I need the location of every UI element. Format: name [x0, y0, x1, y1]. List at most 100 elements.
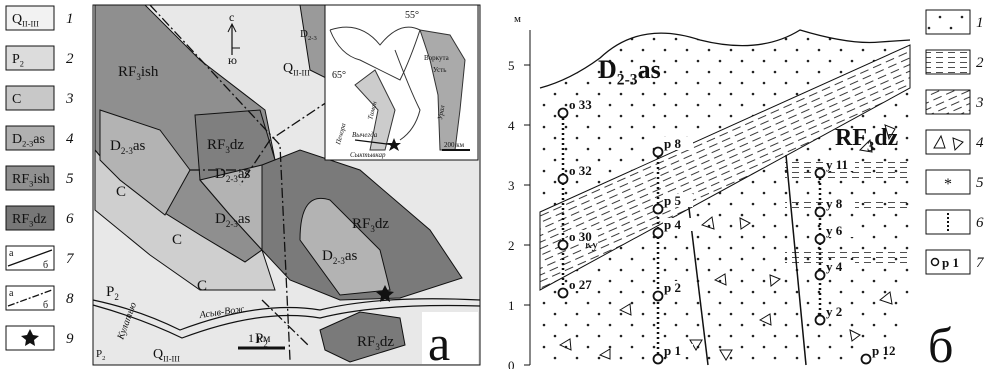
label-part: 2-3: [121, 146, 133, 156]
inset-label: 55°: [405, 10, 419, 21]
sample-label: у 4: [826, 259, 843, 274]
sample-point: [862, 355, 871, 364]
scale-label: 1 км: [248, 331, 271, 345]
label-part: Q: [153, 347, 163, 362]
label-part: Q: [12, 12, 22, 27]
label-part: dz: [380, 334, 395, 350]
sample-label: р 5: [664, 193, 681, 208]
label-part: RF: [12, 172, 29, 187]
legend-symbol: [932, 259, 939, 266]
label-part: D: [322, 248, 333, 264]
sample-label: р 2: [664, 280, 681, 295]
legend-number: 4: [66, 131, 74, 147]
inset-label: Вычегда: [352, 131, 378, 139]
sample-label: о 32: [569, 163, 592, 178]
label-part: RF: [118, 64, 136, 80]
sample-label: у 11: [826, 157, 848, 172]
inset-label: 65°: [332, 70, 346, 81]
label-part: as: [33, 132, 45, 147]
legend-swatch: [926, 10, 970, 34]
label-part: D: [215, 166, 226, 182]
sample-point: [816, 271, 825, 280]
label-part: C: [12, 92, 21, 107]
legend-sample: р 1: [942, 255, 959, 270]
label-part: C: [197, 278, 207, 294]
legend-swatch: [926, 50, 970, 74]
label-part: D: [12, 132, 22, 147]
legend-number: 3: [65, 91, 74, 107]
label-part: 2-3: [333, 256, 345, 266]
sample-point: [816, 316, 825, 325]
label-part: dz: [230, 137, 245, 153]
legend-number: 1: [976, 15, 984, 31]
legend-number: 9: [66, 331, 74, 347]
label-part: RF: [352, 216, 370, 232]
inset-label: 200 км: [444, 141, 465, 149]
panel-label: а: [428, 315, 450, 369]
legend-number: 7: [66, 251, 75, 267]
label-part: RF: [835, 125, 867, 151]
unit-label: RF3dz: [835, 125, 899, 155]
legend-number: 2: [976, 55, 984, 71]
sample-label: о 27: [569, 277, 592, 292]
label-part: 2-3: [308, 35, 317, 42]
label-part: 2: [114, 292, 119, 302]
sample-point: [559, 241, 568, 250]
tick-label: 5: [508, 58, 515, 73]
sample-label: о 30: [569, 229, 592, 244]
label-part: P: [106, 284, 114, 300]
label-part: dz: [33, 212, 46, 227]
sample-point: [654, 229, 663, 238]
tick-label: 2: [508, 238, 515, 253]
legend-mark: б: [43, 300, 48, 311]
label-part: 2-3: [226, 219, 238, 229]
sample-label: у 2: [826, 304, 842, 319]
legend-mark: б: [43, 260, 48, 271]
legend-swatch: [926, 90, 970, 114]
label-part: 2: [20, 60, 24, 69]
label-part: C: [116, 184, 126, 200]
axis-unit: м: [514, 13, 521, 25]
sample-point: [654, 148, 663, 157]
legend-number: 2: [66, 51, 74, 67]
label-part: RF: [12, 212, 29, 227]
legend-label: C: [12, 92, 21, 107]
label-part: dz: [375, 216, 390, 232]
panel-label: б: [928, 317, 953, 369]
inset-label: Воркута: [424, 54, 450, 62]
legend-number: 8: [66, 291, 74, 307]
north-label: ю: [228, 53, 237, 67]
sample-label: р 4: [664, 217, 681, 232]
label-part: C: [172, 232, 182, 248]
label-part: D: [110, 138, 121, 154]
label-part: D: [215, 211, 226, 227]
label-part: D: [300, 28, 308, 40]
label-part: as: [238, 211, 251, 227]
sample-point: [559, 289, 568, 298]
label-part: 2-3: [617, 72, 638, 89]
sample-label: р 8: [664, 136, 681, 151]
label-part: ish: [33, 172, 49, 187]
label-part: as: [345, 248, 358, 264]
label-part: II-III: [163, 355, 180, 364]
sample-label: о 33: [569, 97, 592, 112]
label-part: RF: [207, 137, 225, 153]
label-part: D: [598, 55, 617, 84]
label-part: P: [12, 52, 20, 67]
legend-symbol: *: [944, 176, 952, 193]
legend-number: 3: [975, 95, 984, 111]
label-part: II-III: [293, 69, 310, 78]
tick-label: 0: [508, 358, 515, 369]
tick-label: 3: [508, 178, 515, 193]
sample-point: [654, 205, 663, 214]
label-part: as: [238, 166, 251, 182]
legend-mark: а: [9, 248, 14, 259]
sample-label: р 1: [664, 343, 681, 358]
inset-label: Усть: [433, 66, 446, 74]
tick-label: 4: [508, 118, 515, 133]
map-label: C: [197, 278, 207, 294]
sample-point: [816, 208, 825, 217]
label-part: ish: [141, 64, 159, 80]
sample-point: [654, 355, 663, 364]
label-part: as: [638, 55, 661, 84]
